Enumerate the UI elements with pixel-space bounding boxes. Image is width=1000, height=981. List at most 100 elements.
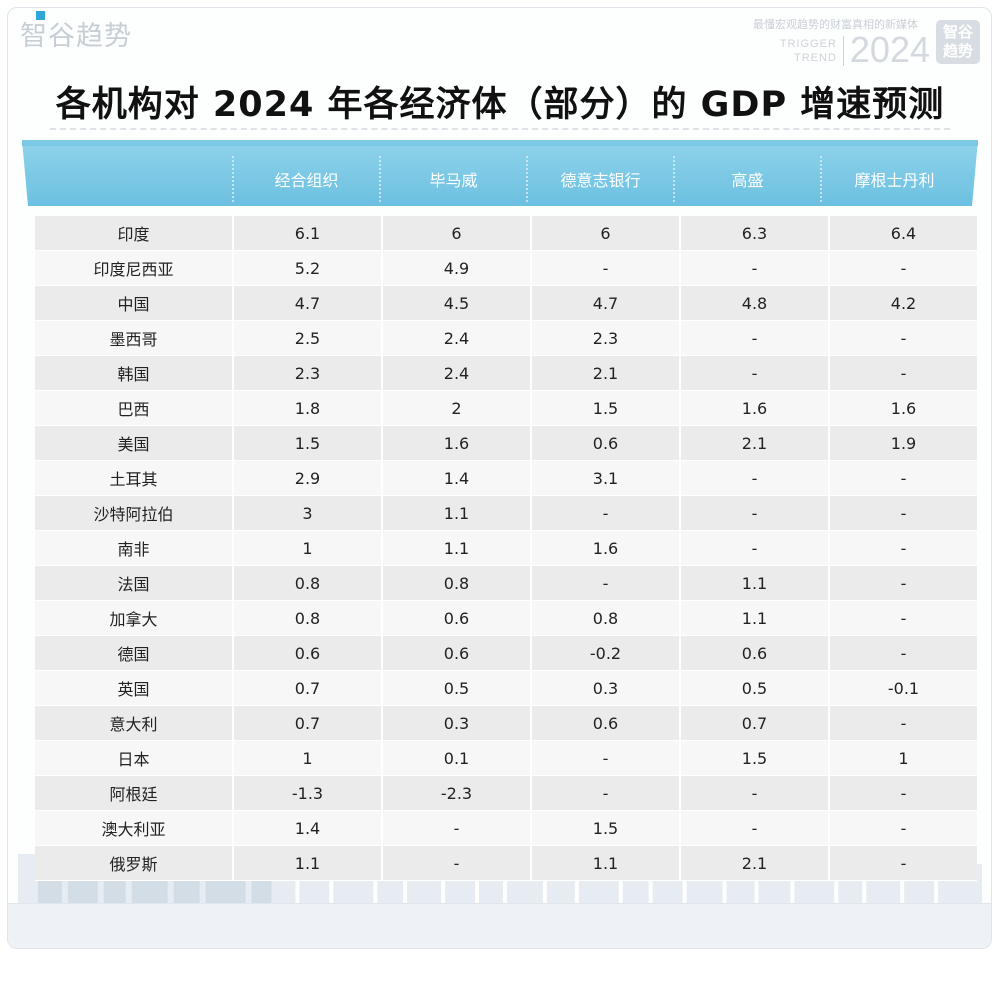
forecast-value-cell: 6.4 [828, 216, 977, 251]
economy-name-cell: 巴西 [35, 391, 232, 426]
forecast-value-cell: 6.1 [232, 216, 381, 251]
table-row: 意大利 0.7 0.3 0.6 0.7- [35, 706, 977, 741]
forecast-value-cell: 6 [381, 216, 530, 251]
forecast-value-cell: 1.5 [530, 391, 679, 426]
forecast-value-cell: 1.6 [530, 531, 679, 566]
forecast-value-cell: 0.3 [530, 671, 679, 706]
header-cell-economy [35, 156, 232, 202]
forecast-value-cell: 0.7 [232, 671, 381, 706]
table-header-row: 经合组织 毕马威 德意志银行 高盛 摩根士丹利 [35, 156, 967, 202]
forecast-value-cell: 1.9 [828, 426, 977, 461]
table-row: 土耳其 2.9 1.4 3.1- - [35, 461, 977, 496]
forecast-value-cell: 3.1 [530, 461, 679, 496]
forecast-value-cell: 5.2 [232, 251, 381, 286]
forecast-value-cell: 1.5 [530, 811, 679, 846]
forecast-value-cell: - [679, 811, 828, 846]
forecast-value-cell: - [530, 776, 679, 811]
table-row: 印度 6.1 6 6 6.3 6.4 [35, 216, 977, 251]
forecast-value-cell: 1 [232, 741, 381, 776]
forecast-value-cell: - [679, 321, 828, 356]
forecast-value-cell: - [828, 461, 977, 496]
brand-logo: 智谷趋势 [20, 11, 132, 53]
forecast-value-cell: - [679, 356, 828, 391]
forecast-value-cell: - [530, 566, 679, 601]
forecast-value-cell: 2.4 [381, 321, 530, 356]
watermark-year: 2024 [849, 29, 930, 70]
table-row: 阿根廷 -1.3 -2.3- - - [35, 776, 977, 811]
forecast-value-cell: 4.5 [381, 286, 530, 321]
economy-name-cell: 中国 [35, 286, 232, 321]
table-row: 韩国 2.3 2.4 2.1- - [35, 356, 977, 391]
forecast-value-cell: - [828, 566, 977, 601]
forecast-value-cell: 4.2 [828, 286, 977, 321]
forecast-value-cell: - [828, 846, 977, 881]
title-divider [50, 128, 950, 130]
economy-name-cell: 南非 [35, 531, 232, 566]
watermark-english: TRIGGER TREND [779, 38, 837, 64]
forecast-value-cell: 0.6 [679, 636, 828, 671]
forecast-value-cell: 1.6 [828, 391, 977, 426]
forecast-value-cell: 2.5 [232, 321, 381, 356]
forecast-value-cell: - [679, 776, 828, 811]
header-cell-institution: 高盛 [673, 156, 820, 202]
forecast-value-cell: 0.8 [530, 601, 679, 636]
forecast-value-cell: 1.4 [232, 811, 381, 846]
table-row: 中国 4.7 4.5 4.7 4.8 4.2 [35, 286, 977, 321]
table-row: 印度尼西亚 5.2 4.9- - - [35, 251, 977, 286]
table-row: 英国 0.7 0.5 0.3 0.5 -0.1 [35, 671, 977, 706]
forecast-value-cell: 2 [381, 391, 530, 426]
economy-name-cell: 土耳其 [35, 461, 232, 496]
economy-name-cell: 韩国 [35, 356, 232, 391]
forecast-value-cell: 1.1 [530, 846, 679, 881]
forecast-value-cell: -0.1 [828, 671, 977, 706]
table-row: 法国 0.8 0.8-1.1- [35, 566, 977, 601]
forecast-value-cell: 0.6 [530, 706, 679, 741]
table-row: 南非 1 1.1 1.6- - [35, 531, 977, 566]
forecast-value-cell: - [381, 811, 530, 846]
page-title: 各机构对 2024 年各经济体（部分）的 GDP 增速预测 [55, 85, 945, 125]
forecast-value-cell: 4.7 [232, 286, 381, 321]
economy-name-cell: 沙特阿拉伯 [35, 496, 232, 531]
forecast-value-cell: 1.1 [232, 846, 381, 881]
forecast-value-cell: 2.1 [530, 356, 679, 391]
economy-name-cell: 澳大利亚 [35, 811, 232, 846]
economy-name-cell: 俄罗斯 [35, 846, 232, 881]
forecast-value-cell: -2.3 [381, 776, 530, 811]
forecast-value-cell: 3 [232, 496, 381, 531]
forecast-value-cell: - [828, 811, 977, 846]
watermark-divider [842, 36, 844, 66]
forecast-value-cell: 2.3 [530, 321, 679, 356]
economy-name-cell: 英国 [35, 671, 232, 706]
economy-name-cell: 日本 [35, 741, 232, 776]
forecast-value-cell: 1.1 [381, 496, 530, 531]
forecast-value-cell: 2.3 [232, 356, 381, 391]
economy-name-cell: 意大利 [35, 706, 232, 741]
forecast-value-cell: 0.8 [232, 566, 381, 601]
forecast-value-cell: 2.1 [679, 846, 828, 881]
forecast-value-cell: - [530, 251, 679, 286]
forecast-table: 印度 6.1 6 6 6.3 6.4 印度尼西亚 5.2 4.9- - - 中国 4.7 4.5 4.7 4.… [35, 216, 977, 881]
forecast-value-cell: 2.4 [381, 356, 530, 391]
forecast-value-cell: 4.8 [679, 286, 828, 321]
forecast-value-cell: - [530, 741, 679, 776]
forecast-value-cell: 6.3 [679, 216, 828, 251]
header-cell-institution: 摩根士丹利 [820, 156, 967, 202]
economy-name-cell: 美国 [35, 426, 232, 461]
table-row: 德国 0.6 0.6 -0.2 0.6- [35, 636, 977, 671]
brand-name: 智谷趋势 [20, 21, 132, 52]
table-row: 加拿大 0.8 0.6 0.8 1.1- [35, 601, 977, 636]
forecast-value-cell: 0.6 [530, 426, 679, 461]
forecast-value-cell: 1.4 [381, 461, 530, 496]
header-cell-institution: 经合组织 [232, 156, 379, 202]
forecast-value-cell: 0.7 [232, 706, 381, 741]
forecast-value-cell: 0.5 [381, 671, 530, 706]
forecast-value-cell: 0.6 [381, 636, 530, 671]
forecast-value-cell: - [828, 706, 977, 741]
forecast-value-cell: - [828, 531, 977, 566]
table-row: 巴西 1.8 2 1.5 1.6 1.6 [35, 391, 977, 426]
economy-name-cell: 法国 [35, 566, 232, 601]
table-header-band [22, 140, 978, 206]
forecast-value-cell: 1.6 [679, 391, 828, 426]
header-cell-institution: 毕马威 [379, 156, 526, 202]
forecast-value-cell: 1.1 [679, 566, 828, 601]
